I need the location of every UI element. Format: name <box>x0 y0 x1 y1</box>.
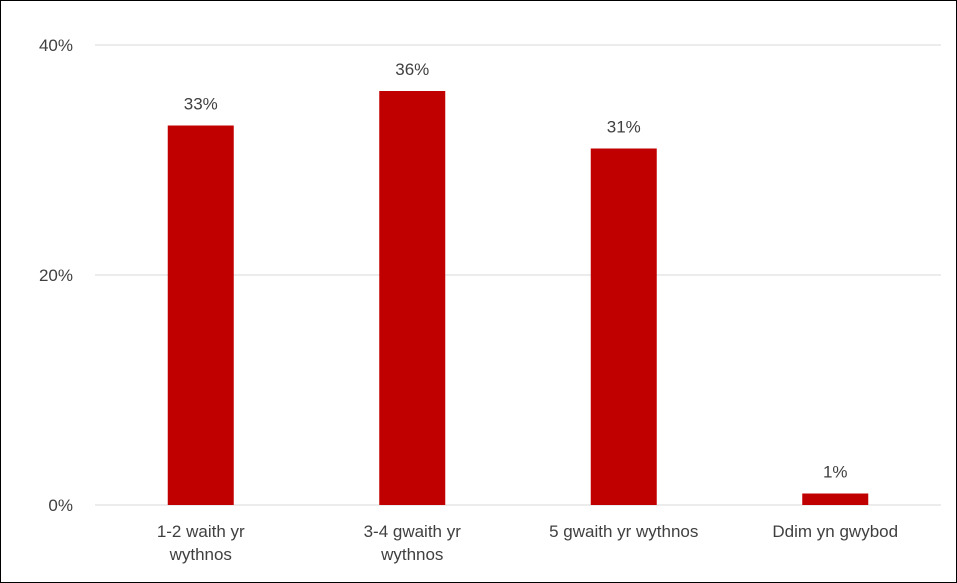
bar-2 <box>591 149 657 506</box>
x-category-label: 3-4 gwaith yr <box>364 522 462 541</box>
bar-3 <box>802 494 868 506</box>
data-label: 1% <box>823 463 848 482</box>
y-tick-label: 20% <box>39 266 73 285</box>
x-category-label: wythnos <box>380 545 443 564</box>
data-label: 36% <box>395 60 429 79</box>
y-tick-label: 0% <box>48 496 73 515</box>
data-label: 33% <box>184 95 218 114</box>
x-category-label: 1-2 waith yr <box>157 522 245 541</box>
x-category-label: wythnos <box>169 545 232 564</box>
x-category-label: 5 gwaith yr wythnos <box>549 522 698 541</box>
data-label: 31% <box>607 118 641 137</box>
bar-1 <box>379 91 445 505</box>
y-tick-label: 40% <box>39 36 73 55</box>
x-category-label: Ddim yn gwybod <box>772 522 898 541</box>
bar-0 <box>168 126 234 506</box>
